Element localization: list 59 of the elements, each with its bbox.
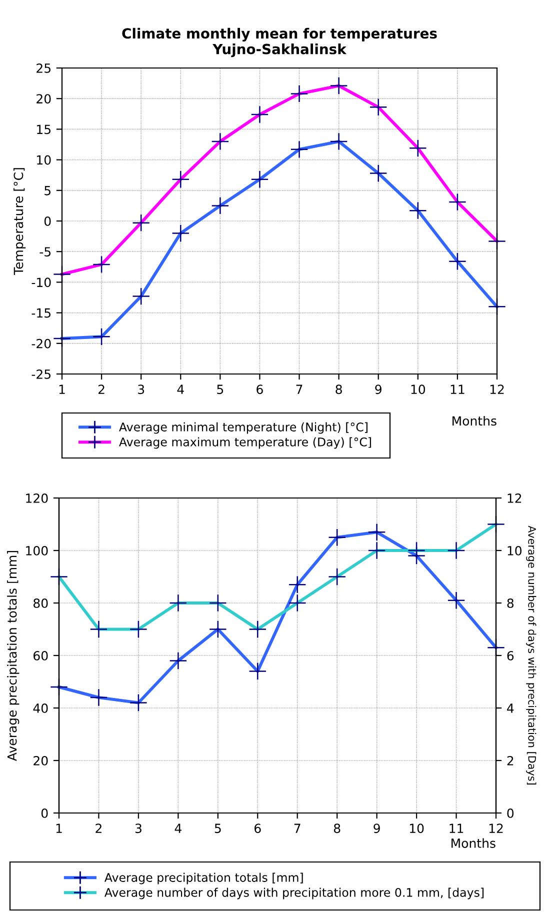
x-tick-label: 9 — [374, 824, 380, 834]
x-tick-label: 7 — [296, 384, 302, 394]
y-axis-title: Temperature [°C] — [14, 168, 26, 275]
y2-tick-label: 6 — [507, 650, 514, 660]
y-tick-label: 0 — [41, 808, 48, 818]
y-tick-label: 15 — [37, 124, 50, 134]
y2-axis-title: Average number of days with precipitation [Days] — [526, 526, 536, 784]
x-tick-label: 10 — [411, 384, 426, 394]
legend-label: Average number of days with precipitation more 0.1 mm, [days] — [104, 888, 484, 900]
y-tick-label: -10 — [32, 278, 51, 288]
y-tick-label: -5 — [40, 247, 50, 257]
x-tick-label: 6 — [254, 824, 261, 834]
y-tick-label: 10 — [37, 155, 51, 165]
x-tick-label: 4 — [174, 824, 182, 833]
y2-tick-label: 0 — [507, 808, 514, 818]
x-axis-title: Months — [452, 838, 496, 848]
y-axis-title: Average precipitation totals [mm] — [7, 550, 20, 761]
y-tick-label: -15 — [32, 308, 50, 318]
x-tick-label: 8 — [336, 384, 342, 394]
y-tick-label: 20 — [34, 756, 48, 766]
x-tick-label: 5 — [217, 384, 224, 394]
y-tick-label: -25 — [32, 369, 50, 379]
y-tick-label: 80 — [34, 598, 48, 608]
x-tick-label: 11 — [450, 384, 464, 394]
x-tick-label: 8 — [334, 824, 340, 834]
y-tick-label: 5 — [44, 186, 50, 196]
x-tick-label: 3 — [138, 384, 144, 394]
x-tick-label: 12 — [489, 824, 503, 833]
legend-label: Average minimal temperature (Night) [°C] — [119, 422, 368, 434]
x-tick-label: 2 — [98, 384, 104, 394]
chart-title: Climate monthly mean for temperatures Yujno-Sakhalinsk — [122, 28, 437, 58]
y-tick-label: 120 — [26, 493, 48, 503]
x-tick-label: 12 — [490, 384, 504, 394]
y-tick-label: 25 — [36, 63, 50, 73]
y-tick-label: 60 — [34, 650, 48, 660]
x-tick-label: 1 — [56, 824, 62, 833]
y-tick-label: 0 — [44, 216, 51, 226]
y2-tick-label: 10 — [508, 546, 522, 556]
x-tick-label: 11 — [450, 824, 464, 833]
x-tick-label: 6 — [256, 384, 263, 394]
y2-tick-label: 8 — [507, 598, 514, 608]
x-tick-label: 1 — [59, 384, 65, 394]
y2-tick-label: 4 — [507, 704, 514, 713]
legend-label: Average precipitation totals [mm] — [104, 872, 303, 884]
x-tick-label: 7 — [294, 824, 300, 833]
y2-tick-label: 12 — [508, 493, 522, 503]
y-tick-label: 40 — [33, 703, 48, 713]
y-tick-label: 100 — [26, 546, 48, 556]
y-tick-label: 20 — [36, 94, 51, 104]
x-axis-title: Months — [452, 416, 496, 426]
x-tick-label: 4 — [177, 384, 184, 394]
x-tick-label: 5 — [214, 824, 221, 834]
legend-label: Average maximum temperature (Day) [°C] — [119, 437, 371, 449]
x-tick-label: 2 — [96, 824, 102, 833]
x-tick-label: 10 — [410, 824, 424, 834]
x-tick-label: 3 — [135, 824, 142, 834]
y-tick-label: -20 — [32, 338, 51, 348]
y2-tick-label: 2 — [507, 756, 514, 766]
x-tick-label: 9 — [375, 384, 382, 394]
